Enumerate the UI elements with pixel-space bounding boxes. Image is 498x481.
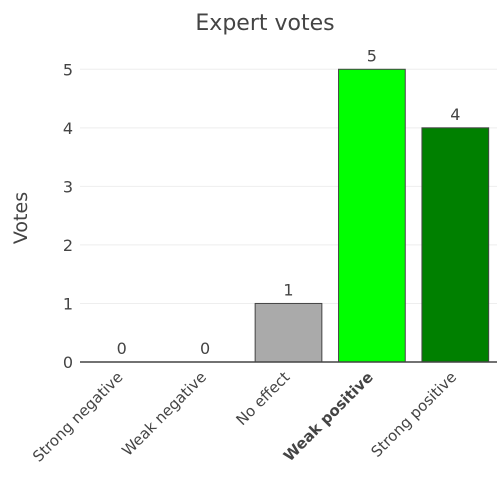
data-label: 0	[200, 339, 210, 358]
y-tick-label: 5	[63, 60, 73, 79]
bar	[254, 302, 323, 363]
data-label: 5	[367, 46, 377, 65]
y-tick-label: 3	[63, 177, 73, 196]
chart-title: Expert votes	[195, 11, 334, 36]
bars	[254, 68, 490, 363]
x-tick-label: Strong negative	[29, 368, 126, 465]
x-tick-label: Weak negative	[118, 368, 210, 460]
bar	[338, 68, 406, 363]
x-tick-label: Strong positive	[367, 368, 460, 461]
y-tick-label: 0	[63, 353, 73, 372]
y-tick-label: 2	[63, 236, 73, 255]
bar	[421, 127, 490, 363]
y-axis-ticks: 0 1 2 3 4 5	[63, 60, 73, 372]
y-tick-label: 1	[63, 294, 73, 313]
y-tick-label: 4	[63, 119, 73, 138]
data-label: 4	[450, 105, 460, 124]
data-label: 0	[117, 339, 127, 358]
x-tick-label: No effect	[232, 368, 293, 429]
data-labels: 0 0 1 5 4	[117, 46, 461, 358]
data-label: 1	[283, 280, 293, 299]
x-tick-label: Weak positive	[280, 368, 377, 465]
y-axis-label: Votes	[10, 192, 32, 244]
